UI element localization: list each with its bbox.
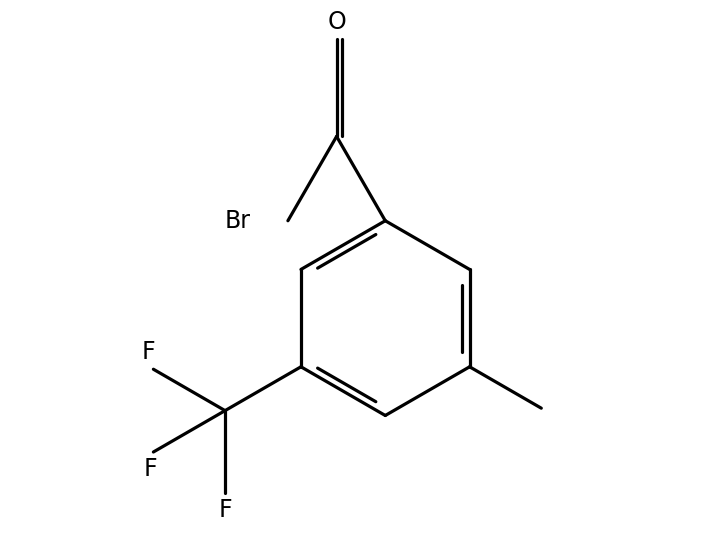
Text: O: O	[327, 9, 346, 34]
Text: F: F	[143, 457, 157, 481]
Text: F: F	[142, 341, 155, 364]
Text: Br: Br	[224, 209, 250, 233]
Text: F: F	[218, 498, 232, 522]
